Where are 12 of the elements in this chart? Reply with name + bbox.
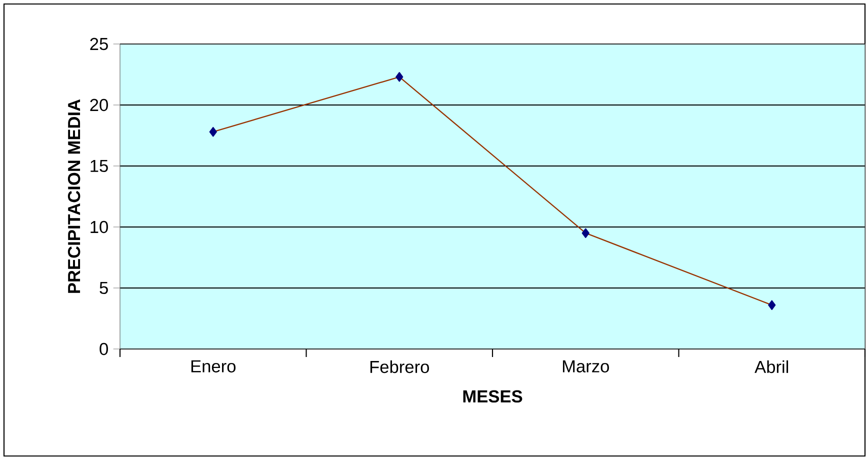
y-tick-label: 0	[100, 342, 108, 356]
y-tick-label: 5	[100, 282, 108, 294]
y-tick-label: 15	[90, 160, 108, 172]
x-tick-label: Enero	[191, 360, 236, 372]
y-tick-label: 10	[90, 220, 108, 234]
x-tick-label: Febrero	[370, 360, 429, 374]
x-tick-label: Abril	[754, 360, 788, 374]
x-tick-label: Marzo	[562, 360, 609, 372]
y-axis-title: PRECIPITACION MEDIA	[68, 99, 80, 293]
y-tick-label: 25	[90, 38, 108, 50]
y-tick-label: 20	[90, 98, 108, 112]
x-axis-title: MESES	[463, 390, 522, 403]
